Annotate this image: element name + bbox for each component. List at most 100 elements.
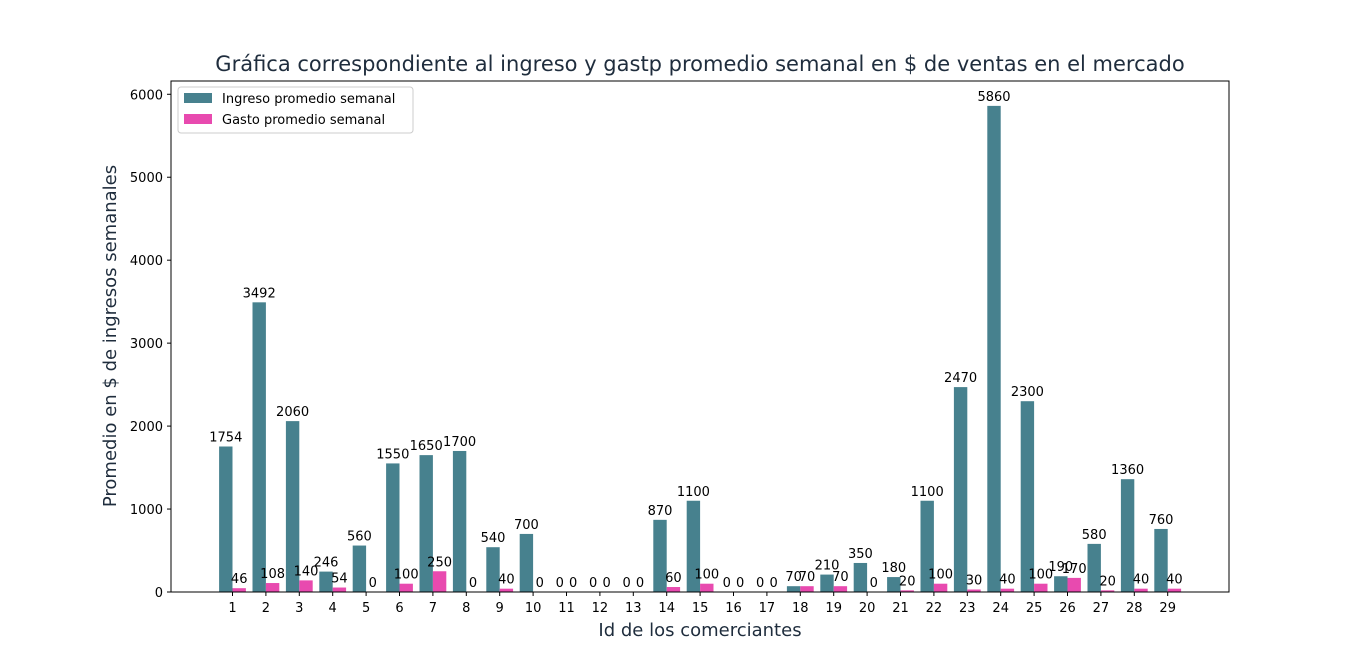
- bar-s0-14: [653, 519, 667, 592]
- data-label: 0: [769, 576, 777, 591]
- data-label: 140: [294, 564, 319, 579]
- x-tick-label: 8: [462, 601, 470, 616]
- bar-s1-9: [499, 588, 514, 592]
- bar-s0-4: [319, 571, 333, 592]
- bar-s1-14: [666, 587, 681, 592]
- x-tick-label: 13: [625, 601, 642, 616]
- data-label: 40: [498, 573, 515, 588]
- x-tick-label: 14: [658, 601, 675, 616]
- data-label: 0: [556, 576, 564, 591]
- data-label: 1650: [410, 439, 443, 454]
- x-tick-label: 15: [692, 601, 709, 616]
- bar-s1-15: [700, 583, 714, 592]
- bar-s0-23: [953, 387, 968, 592]
- x-tick-label: 7: [429, 601, 437, 616]
- x-tick-label: 19: [825, 601, 842, 616]
- bar-s1-24: [1000, 588, 1015, 592]
- legend-label: Ingreso promedio semanal: [222, 92, 395, 107]
- x-tick-label: 1: [228, 601, 236, 616]
- y-tick-label: 0: [155, 586, 163, 601]
- y-tick-label: 3000: [130, 337, 163, 352]
- data-label: 0: [469, 576, 477, 591]
- legend-swatch: [184, 93, 212, 103]
- data-label: 0: [870, 576, 878, 591]
- x-tick-label: 24: [992, 601, 1009, 616]
- bar-s0-25: [1020, 401, 1035, 592]
- bar-s1-4: [332, 587, 347, 592]
- x-axis-title: Id de los comerciantes: [598, 620, 801, 641]
- bar-s1-26: [1067, 577, 1081, 592]
- bar-s0-6: [386, 463, 400, 592]
- y-tick-label: 5000: [130, 171, 163, 186]
- y-tick-label: 2000: [130, 420, 163, 435]
- data-label: 40: [1166, 573, 1183, 588]
- data-label: 3492: [243, 286, 276, 301]
- x-tick-label: 22: [926, 601, 943, 616]
- bar-s0-29: [1154, 528, 1168, 592]
- bar-s0-2: [252, 302, 266, 592]
- data-label: 100: [394, 568, 419, 583]
- x-tick-label: 28: [1126, 601, 1143, 616]
- bar-s0-9: [486, 547, 500, 592]
- data-label: 70: [832, 570, 849, 585]
- data-label: 2300: [1011, 385, 1044, 400]
- data-label: 540: [481, 531, 506, 546]
- x-tick-label: 25: [1026, 601, 1043, 616]
- bar-s1-29: [1167, 588, 1182, 592]
- x-tick-label: 20: [859, 601, 876, 616]
- data-label: 246: [314, 556, 339, 571]
- bar-s0-21: [887, 577, 901, 592]
- legend-box: [177, 86, 414, 134]
- bar-s0-19: [820, 574, 834, 592]
- bar-s0-20: [853, 562, 868, 592]
- data-label: 0: [723, 576, 731, 591]
- data-label: 170: [1062, 562, 1087, 577]
- bar-s1-25: [1034, 583, 1048, 592]
- legend: Ingreso promedio semanal Gasto promedio s…: [177, 86, 414, 134]
- x-tick-label: 4: [329, 601, 337, 616]
- x-tick-label: 11: [558, 601, 575, 616]
- bar-s0-22: [920, 500, 934, 592]
- data-label: 350: [848, 547, 873, 562]
- x-tick-label: 10: [525, 601, 542, 616]
- data-label: 1700: [443, 435, 476, 450]
- bar-s1-1: [232, 588, 246, 592]
- bar-s1-3: [299, 580, 313, 592]
- bar-s1-27: [1100, 590, 1115, 592]
- bar-s1-21: [900, 590, 914, 592]
- data-label: 20: [899, 574, 916, 589]
- bar-s0-5: [352, 545, 367, 592]
- bar-s1-19: [833, 586, 848, 592]
- data-label: 0: [756, 576, 764, 591]
- bar-s0-18: [786, 586, 801, 592]
- data-label: 700: [514, 518, 539, 533]
- bar-s0-8: [452, 450, 467, 592]
- bar-s1-7: [432, 571, 447, 592]
- x-tick-label: 18: [792, 601, 809, 616]
- data-label: 1100: [677, 485, 710, 500]
- bar-s0-3: [285, 421, 300, 592]
- bar-s1-6: [399, 583, 413, 592]
- x-tick-label: 17: [759, 601, 776, 616]
- data-label: 180: [881, 561, 906, 576]
- data-label: 0: [736, 576, 744, 591]
- data-label: 1550: [376, 447, 409, 462]
- data-label: 870: [648, 504, 673, 519]
- data-label: 30: [966, 574, 983, 589]
- data-label: 2060: [276, 405, 309, 420]
- data-label: 1360: [1111, 463, 1144, 478]
- data-label: 46: [231, 572, 248, 587]
- bar-s1-22: [933, 583, 948, 592]
- legend-swatch: [184, 114, 212, 124]
- data-label: 70: [799, 570, 816, 585]
- x-tick-label: 2: [262, 601, 270, 616]
- x-tick-label: 27: [1093, 601, 1110, 616]
- x-tick-label: 3: [295, 601, 303, 616]
- data-label: 2470: [944, 371, 977, 386]
- x-tick-label: 21: [892, 601, 909, 616]
- data-label: 580: [1082, 528, 1107, 543]
- data-label: 250: [427, 555, 452, 570]
- x-tick-label: 5: [362, 601, 370, 616]
- bar-s0-1: [219, 446, 233, 592]
